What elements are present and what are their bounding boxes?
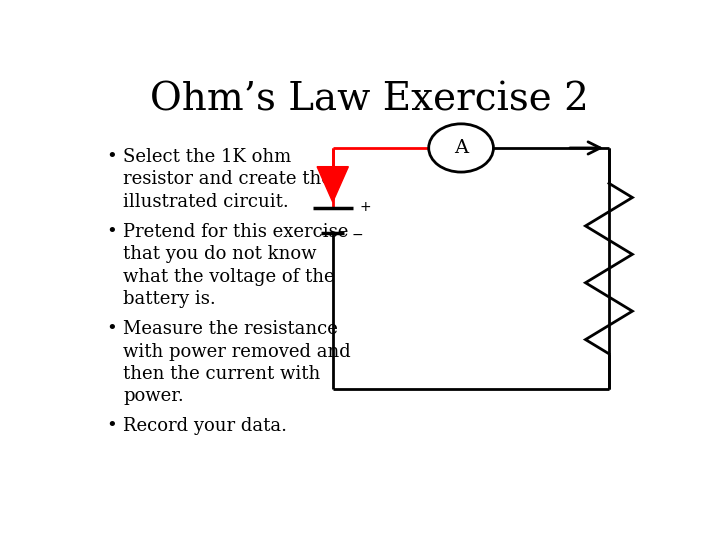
- Text: Select the 1K ohm: Select the 1K ohm: [124, 148, 292, 166]
- Text: resistor and create the: resistor and create the: [124, 171, 333, 188]
- Text: illustrated circuit.: illustrated circuit.: [124, 193, 289, 211]
- Polygon shape: [317, 167, 348, 202]
- Text: battery is.: battery is.: [124, 290, 216, 308]
- Text: •: •: [107, 223, 117, 241]
- Text: Measure the resistance: Measure the resistance: [124, 320, 338, 338]
- Text: A: A: [454, 139, 468, 157]
- Text: •: •: [107, 417, 117, 435]
- Text: Ohm’s Law Exercise 2: Ohm’s Law Exercise 2: [150, 82, 588, 118]
- Circle shape: [428, 124, 493, 172]
- Text: Record your data.: Record your data.: [124, 417, 287, 435]
- Text: •: •: [107, 320, 117, 338]
- Text: what the voltage of the: what the voltage of the: [124, 268, 335, 286]
- Text: power.: power.: [124, 388, 184, 406]
- Text: −: −: [351, 228, 363, 242]
- Text: then the current with: then the current with: [124, 365, 320, 383]
- Text: that you do not know: that you do not know: [124, 245, 317, 264]
- Text: •: •: [107, 148, 117, 166]
- Text: +: +: [359, 200, 371, 214]
- Text: Pretend for this exercise: Pretend for this exercise: [124, 223, 349, 241]
- Text: with power removed and: with power removed and: [124, 342, 351, 361]
